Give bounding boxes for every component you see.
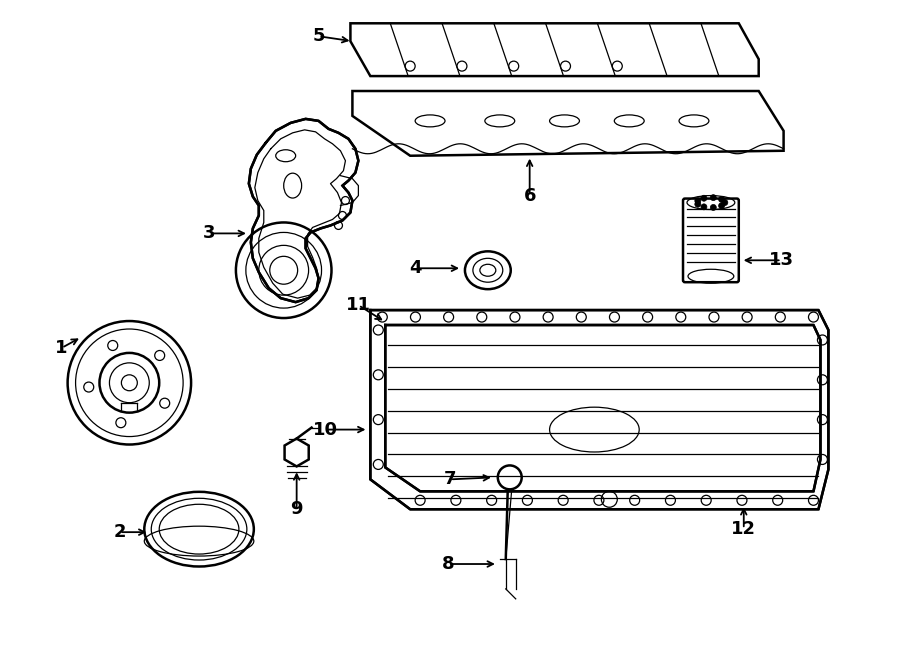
Circle shape	[710, 204, 716, 210]
Text: 9: 9	[291, 500, 303, 518]
Text: 6: 6	[524, 186, 536, 204]
Text: 5: 5	[312, 27, 325, 45]
Circle shape	[718, 196, 724, 202]
Text: 8: 8	[442, 555, 454, 573]
Text: 3: 3	[202, 225, 215, 243]
Circle shape	[722, 200, 728, 206]
Polygon shape	[350, 23, 759, 76]
Circle shape	[701, 204, 706, 210]
Polygon shape	[248, 119, 358, 302]
Text: 7: 7	[444, 471, 456, 488]
Circle shape	[701, 195, 706, 201]
Polygon shape	[353, 91, 784, 156]
Polygon shape	[370, 310, 828, 509]
Circle shape	[695, 201, 701, 208]
Text: 13: 13	[770, 251, 794, 269]
Text: 12: 12	[732, 520, 756, 538]
Text: 11: 11	[346, 296, 371, 314]
Circle shape	[718, 203, 724, 209]
Polygon shape	[385, 325, 821, 491]
Circle shape	[695, 198, 701, 204]
Text: 10: 10	[313, 420, 338, 439]
Text: 1: 1	[56, 339, 68, 357]
FancyBboxPatch shape	[683, 198, 739, 282]
Polygon shape	[284, 438, 309, 467]
Text: 4: 4	[409, 259, 421, 277]
Circle shape	[710, 194, 716, 201]
Text: 2: 2	[113, 523, 126, 541]
